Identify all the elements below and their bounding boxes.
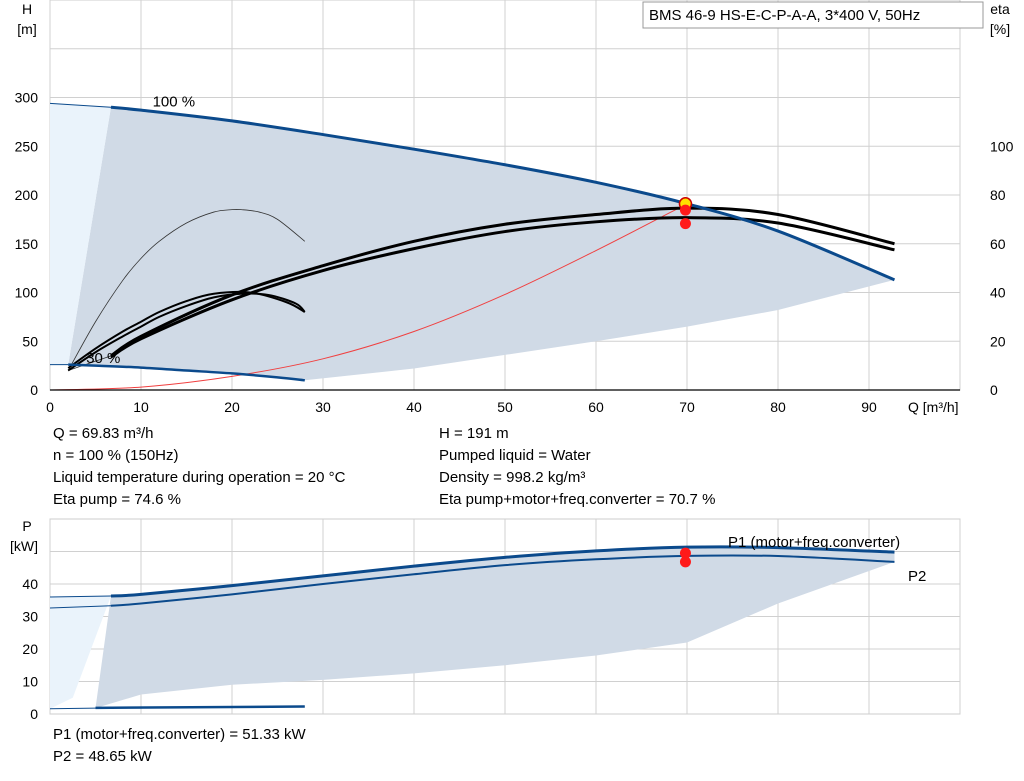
p2-curve <box>110 554 895 607</box>
x-tick-label: 60 <box>588 399 604 415</box>
x-tick-label: 20 <box>224 399 240 415</box>
y-tick-label: 250 <box>15 138 39 154</box>
head-axis-labels: 0 10 20 30 40 50 60 70 80 90 0 50 100 150 200 250 300 0 20… <box>15 1 1014 415</box>
speed-label-1: 30 % <box>86 350 120 367</box>
duty-point-eta-pump <box>679 204 691 216</box>
eta-boundary <box>68 355 112 371</box>
info-speed: n = 100 % (150Hz) <box>53 447 179 464</box>
info-top-right: H = 191 m Pumped liquid = Water Density … <box>439 423 715 511</box>
info-eta-pump: Eta pump = 74.6 % <box>53 491 181 508</box>
p-tick-label: 40 <box>22 576 38 592</box>
info-eta-total: Eta pump+motor+freq.converter = 70.7 % <box>439 491 716 508</box>
model-label: BMS 46-9 HS-E-C-P-A-A, 3*400 V, 50Hz <box>649 7 920 24</box>
p1-extension <box>49 595 111 598</box>
y-axis-label-line1: H <box>22 1 32 17</box>
power-curves: P1 (motor+freq.converter) P2 <box>49 534 926 710</box>
head-curve-100 <box>110 105 896 282</box>
eta-pump-30-curve <box>67 290 306 369</box>
p-tick-label: 30 <box>22 609 38 625</box>
info-head: H = 191 m <box>439 425 509 442</box>
power-low-speed-area <box>50 596 111 709</box>
h-curve-extension <box>49 102 112 108</box>
info-bottom: P1 (motor+freq.converter) = 51.33 kW P2 … <box>53 724 306 768</box>
info-top-left: Q = 69.83 m³/h n = 100 % (150Hz) Liquid … <box>53 423 345 511</box>
p-tick-label: 10 <box>22 674 38 690</box>
head-curve-30 <box>68 363 305 382</box>
eta-thin-curve <box>67 208 306 371</box>
model-label-box: BMS 46-9 HS-E-C-P-A-A, 3*400 V, 50Hz <box>642 1 984 29</box>
duty-point-p1 <box>679 547 691 559</box>
p-axis-label-line2: [kW] <box>10 538 38 554</box>
p1-series-label: P1 (motor+freq.converter) <box>728 534 900 551</box>
duty-point-eta-total <box>679 218 691 230</box>
x-axis-label: Q [m³/h] <box>908 399 959 415</box>
p2-series-label: P2 <box>908 568 926 585</box>
x-tick-label: 80 <box>770 399 786 415</box>
x-tick-label: 0 <box>46 399 54 415</box>
head-panel: 100 % 30 % 0 10 20 30 40 50 60 70 80 90 0 50 100 150 20… <box>15 0 1014 415</box>
x-tick-label: 30 <box>315 399 331 415</box>
eta-total-30-curve <box>67 292 306 372</box>
y-tick-label: 300 <box>15 90 39 106</box>
speed-label-0: 100 % <box>153 93 196 110</box>
x-tick-label: 40 <box>406 399 422 415</box>
y2-axis-label-line2: [%] <box>990 21 1010 37</box>
x-tick-label: 70 <box>679 399 695 415</box>
y-tick-label: 0 <box>30 382 38 398</box>
power-panel: P1 (motor+freq.converter) P2 0 10 20 30 40 P [k… <box>10 518 961 722</box>
y2-tick-label: 80 <box>990 187 1006 203</box>
p1-curve <box>110 545 895 598</box>
x-tick-label: 90 <box>861 399 877 415</box>
p1-30-curve <box>95 705 305 710</box>
y2-tick-label: 40 <box>990 285 1006 301</box>
eta-pump-curve <box>110 206 895 358</box>
info-p1: P1 (motor+freq.converter) = 51.33 kW <box>53 726 306 743</box>
y2-tick-label: 60 <box>990 236 1006 252</box>
low-speed-area <box>50 103 111 365</box>
p2-30-curve <box>49 707 96 710</box>
info-flow: Q = 69.83 m³/h <box>53 425 154 442</box>
head-curves: 100 % 30 % <box>49 93 896 391</box>
y2-tick-label: 20 <box>990 333 1006 349</box>
y-axis-label-line2: [m] <box>17 21 36 37</box>
x-tick-label: 50 <box>497 399 513 415</box>
system-curve <box>49 203 688 391</box>
p-tick-label: 20 <box>22 641 38 657</box>
y2-tick-label: 100 <box>990 138 1014 154</box>
p-tick-label: 0 <box>30 706 38 722</box>
info-pumped-liquid: Pumped liquid = Water <box>439 447 591 464</box>
operating-range-area <box>68 107 895 381</box>
info-liquid-temp: Liquid temperature during operation = 20… <box>53 469 346 486</box>
y2-tick-label: 0 <box>990 382 998 398</box>
info-p2: P2 = 48.65 kW <box>53 748 152 765</box>
y-tick-label: 200 <box>15 187 39 203</box>
y-tick-label: 150 <box>15 236 39 252</box>
duty-point-p2 <box>679 556 691 568</box>
power-axis-labels: 0 10 20 30 40 P [kW] <box>10 518 38 722</box>
y-tick-label: 100 <box>15 285 39 301</box>
p2-extension <box>49 605 111 609</box>
y-tick-label: 50 <box>22 333 38 349</box>
y2-axis-label-line1: eta <box>990 1 1010 17</box>
info-density: Density = 998.2 kg/m³ <box>439 469 586 486</box>
p-axis-label-line1: P <box>22 518 31 534</box>
x-tick-label: 10 <box>133 399 149 415</box>
